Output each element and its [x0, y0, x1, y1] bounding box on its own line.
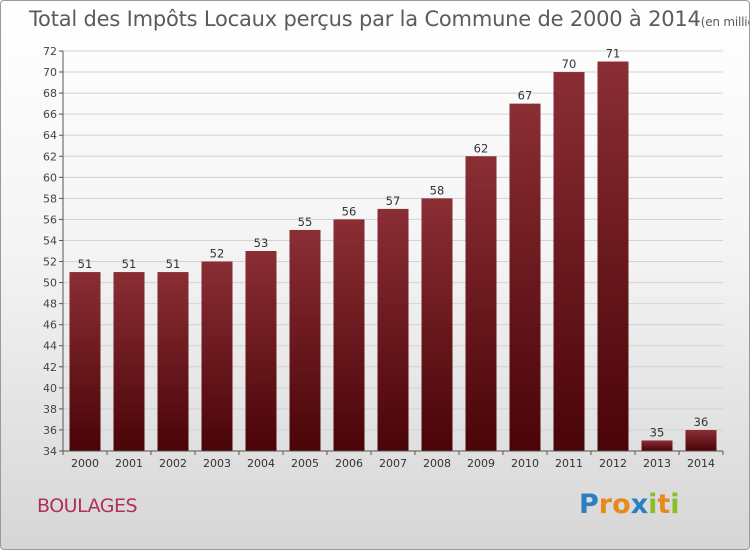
y-tick-label: 54 — [43, 234, 57, 247]
y-tick-label: 40 — [43, 382, 57, 395]
bar-value-label: 71 — [606, 47, 621, 61]
x-tick-label: 2001 — [115, 457, 143, 470]
y-tick-label: 44 — [43, 340, 57, 353]
y-tick-label: 46 — [43, 319, 57, 332]
bar-value-label: 55 — [298, 215, 313, 229]
y-tick-label: 42 — [43, 361, 57, 374]
y-tick-label: 38 — [43, 403, 57, 416]
bar — [641, 440, 673, 451]
y-tick-label: 52 — [43, 256, 57, 269]
y-tick-label: 56 — [43, 213, 57, 226]
x-tick-label: 2006 — [335, 457, 363, 470]
bar — [597, 61, 629, 452]
x-tick-label: 2009 — [467, 457, 495, 470]
proxiti-logo: Proxiti — [579, 489, 680, 520]
bar — [421, 198, 453, 451]
bar-value-label: 70 — [562, 57, 577, 71]
x-tick-label: 2011 — [555, 457, 583, 470]
logo-letter: P — [579, 489, 599, 520]
bar-value-label: 36 — [694, 415, 709, 429]
chart-title-unit: (en milliers d'€) — [700, 15, 749, 29]
x-tick-label: 2003 — [203, 457, 231, 470]
bar — [509, 103, 541, 451]
bar-value-label: 35 — [650, 425, 665, 439]
logo-letter: i — [670, 489, 680, 520]
bar — [553, 72, 585, 451]
bar-value-label: 51 — [122, 257, 137, 271]
bar — [685, 429, 717, 451]
logo-letter: o — [612, 489, 631, 520]
commune-name: BOULAGES — [37, 495, 138, 517]
y-tick-label: 60 — [43, 171, 57, 184]
x-tick-label: 2005 — [291, 457, 319, 470]
logo-letter: i — [648, 489, 658, 520]
x-tick-label: 2012 — [599, 457, 627, 470]
bar-value-label: 51 — [78, 257, 93, 271]
bar-value-label: 56 — [342, 204, 357, 218]
bar — [157, 272, 189, 451]
bar-value-label: 57 — [386, 194, 401, 208]
bars — [69, 61, 717, 452]
bar — [245, 251, 277, 451]
y-tick-label: 66 — [43, 108, 57, 121]
logo-letter: x — [630, 489, 649, 520]
y-tick-label: 34 — [43, 445, 57, 458]
x-tick-label: 2007 — [379, 457, 407, 470]
x-tick-label: 2000 — [71, 457, 99, 470]
y-tick-label: 64 — [43, 129, 57, 142]
bar-value-label: 51 — [166, 257, 181, 271]
y-tick-label: 50 — [43, 277, 57, 290]
y-tick-label: 36 — [43, 424, 57, 437]
x-tick-label: 2013 — [643, 457, 671, 470]
bar-value-label: 58 — [430, 183, 445, 197]
y-tick-label: 62 — [43, 150, 57, 163]
bar-value-label: 67 — [518, 89, 533, 103]
data-labels: 51 51 51 52 53 55 56 57 58 62 67 70 71 35 36 — [78, 47, 709, 440]
bar — [289, 229, 321, 451]
bar — [333, 219, 365, 451]
bar-value-label: 62 — [474, 141, 489, 155]
bar-value-label: 52 — [210, 247, 225, 261]
x-tick-label: 2004 — [247, 457, 275, 470]
logo-letter: t — [657, 489, 671, 520]
bar — [377, 208, 409, 451]
logo-letter: r — [598, 489, 613, 520]
y-tick-label: 68 — [43, 87, 57, 100]
x-tick-label: 2002 — [159, 457, 187, 470]
y-tick-label: 72 — [43, 45, 57, 58]
x-tick-label: 2014 — [687, 457, 715, 470]
bar — [465, 156, 497, 451]
chart-title-text: Total des Impôts Locaux perçus par la Co… — [29, 7, 701, 31]
x-tick-label: 2010 — [511, 457, 539, 470]
bar — [69, 272, 101, 451]
bar — [113, 272, 145, 451]
axes: 34 36 38 40 42 44 46 48 50 52 54 56 58 60 62 64 66 68 70 72… — [43, 45, 724, 470]
x-tick-label: 2008 — [423, 457, 451, 470]
chart-title: Total des Impôts Locaux perçus par la Co… — [29, 7, 749, 31]
y-tick-label: 48 — [43, 298, 57, 311]
y-tick-label: 70 — [43, 66, 57, 79]
y-tick-label: 58 — [43, 192, 57, 205]
bar-value-label: 53 — [254, 236, 269, 250]
bar — [201, 261, 233, 451]
